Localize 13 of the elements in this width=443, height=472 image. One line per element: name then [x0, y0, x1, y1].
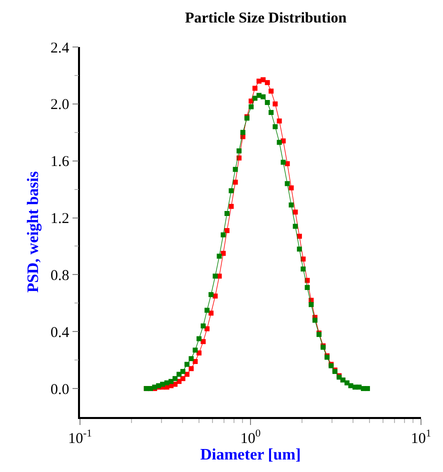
y-axis-title: PSD, weight basis	[24, 171, 42, 293]
x-tick-label: 10$^{1}$	[410, 428, 432, 447]
x-tick-label: 10$^{-1}$	[68, 428, 92, 447]
x-tick-label: 10$^{0}$	[240, 428, 261, 447]
y-tick-label: 1.2	[50, 211, 70, 228]
y-tick-label: 2.0	[50, 97, 70, 114]
y-tick-label: 2.4	[50, 40, 70, 56]
y-tick-label: 1.6	[50, 154, 70, 170]
y-tick-label: 0.4	[50, 324, 70, 341]
y-tick-label: 0.8	[50, 268, 70, 284]
chart-title: Particle Size Distribution	[184, 10, 348, 26]
x-axis-title: Diameter [um]	[200, 446, 301, 464]
y-tick-label: 0.0	[50, 382, 70, 398]
